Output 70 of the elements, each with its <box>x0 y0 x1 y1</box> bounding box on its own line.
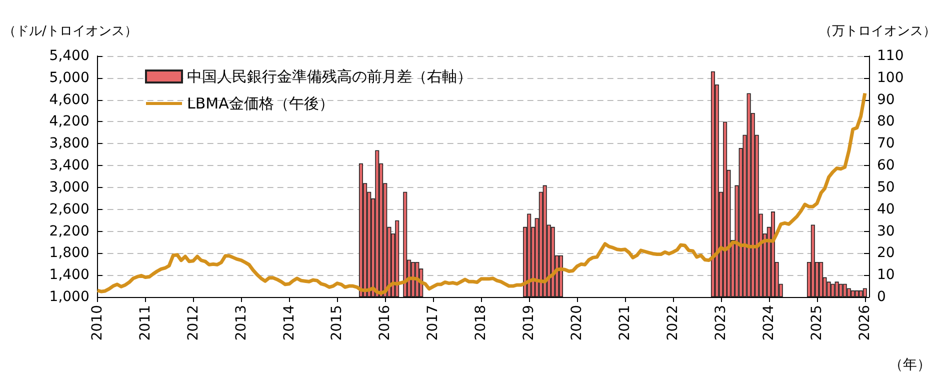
bar <box>395 220 400 297</box>
x-tick-label: 2023 <box>712 305 729 341</box>
y-tick-label: 1,800 <box>49 245 90 262</box>
y2-tick-label: 90 <box>877 92 895 108</box>
y2-tick-label: 40 <box>877 201 895 218</box>
y-tick-label: 4,600 <box>49 92 90 108</box>
bar <box>858 290 863 297</box>
x-tick-label: 2015 <box>329 305 346 341</box>
bar <box>810 224 815 297</box>
bar <box>550 226 555 297</box>
y2-tick-label: 10 <box>877 267 895 284</box>
x-tick-label: 2024 <box>760 304 777 341</box>
bar <box>403 192 408 297</box>
y2-tick-label: 60 <box>877 158 895 174</box>
x-tick-label: 2011 <box>137 305 154 341</box>
bar <box>710 71 715 297</box>
bar <box>559 255 564 297</box>
bar <box>826 282 831 297</box>
line-series <box>96 91 867 295</box>
x-tick-label: 2021 <box>617 305 634 341</box>
y-tick-label: 1,400 <box>49 267 90 284</box>
bar <box>830 284 835 297</box>
x-tick-label: 2016 <box>377 304 394 341</box>
y-tick-label: 2,600 <box>49 201 90 218</box>
bar <box>834 282 839 297</box>
x-tick-label: 2022 <box>665 305 682 341</box>
y2-tick-label: 70 <box>877 136 895 152</box>
bar <box>854 290 859 297</box>
bar <box>838 284 843 297</box>
x-tick-label: 2020 <box>569 305 586 341</box>
y-tick-label: 5,000 <box>49 70 90 86</box>
y-tick-label: 5,400 <box>49 48 90 64</box>
y2-tick-label: 100 <box>877 70 904 86</box>
x-tick-label: 2019 <box>521 305 538 341</box>
x-tick-label: 2013 <box>233 305 250 341</box>
y2-tick-label: 110 <box>877 48 904 64</box>
x-tick-label: 2018 <box>473 305 490 341</box>
legend-label: 中国人民銀行金準備残高の前月差（右軸） <box>187 68 472 86</box>
y2-axis-title: （万トロイオンス） <box>819 24 936 39</box>
y-axis-title: （ドル/トロイオンス） <box>2 24 138 39</box>
bar <box>527 214 532 297</box>
y2-tick-label: 50 <box>877 179 895 196</box>
bar <box>542 185 547 297</box>
x-tick-label: 2012 <box>185 305 202 341</box>
bar <box>819 262 824 297</box>
bar <box>846 288 851 297</box>
y-tick-label: 2,200 <box>49 223 90 240</box>
x-tick-label: 2010 <box>89 305 106 341</box>
x-tick-label: 2026 <box>856 304 873 341</box>
bar <box>375 150 380 297</box>
y2-tick-label: 0 <box>877 289 886 305</box>
bar <box>862 288 867 297</box>
bar <box>358 163 363 297</box>
x-axis-title: （年） <box>889 357 931 373</box>
y-tick-label: 3,400 <box>49 158 90 174</box>
x-tick-label: 2025 <box>808 305 825 341</box>
bar <box>842 284 847 297</box>
y-tick-label: 1,000 <box>49 289 90 305</box>
y2-tick-label: 80 <box>877 114 895 130</box>
x-tick-label: 2014 <box>281 304 298 341</box>
legend-label: LBMA金価格（午後） <box>187 94 334 112</box>
bar <box>746 93 751 297</box>
y-tick-label: 4,200 <box>49 114 90 130</box>
bar <box>850 290 855 297</box>
y-tick-label: 3,800 <box>49 136 90 152</box>
y2-tick-label: 20 <box>877 245 895 262</box>
bar <box>770 212 775 297</box>
y2-tick-label: 30 <box>877 223 895 240</box>
x-tick-label: 2017 <box>425 305 442 341</box>
y-tick-label: 3,000 <box>49 179 90 196</box>
